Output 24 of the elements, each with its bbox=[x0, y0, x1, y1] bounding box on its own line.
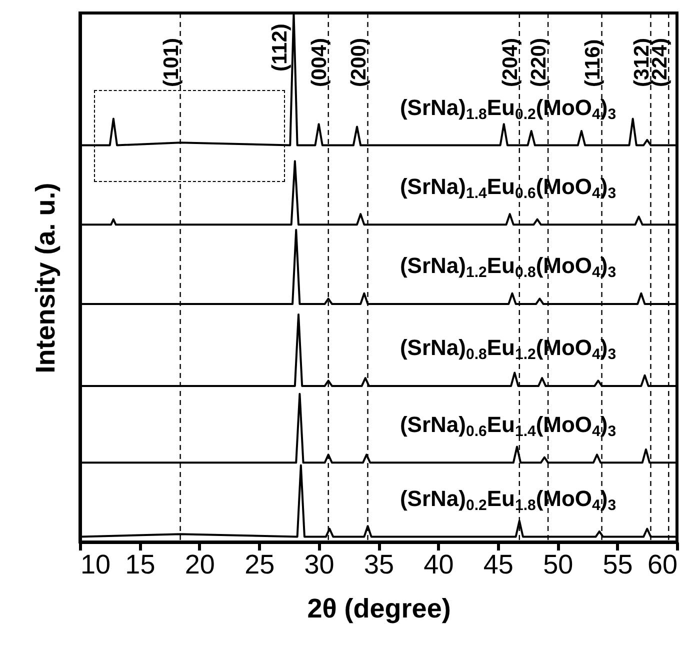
x-tick-label: 45 bbox=[483, 550, 514, 580]
annotation: (312) bbox=[630, 38, 654, 88]
x-tick-label: 30 bbox=[304, 550, 334, 580]
x-tick-label: 15 bbox=[125, 550, 156, 580]
series-label: (SrNa)$_{1.4}$Eu$_{0.6}$(MoO$_{4}$)$_{3}$ bbox=[400, 174, 616, 202]
annotation: (116) bbox=[581, 39, 604, 88]
x-tick-label: 50 bbox=[543, 550, 574, 580]
annotation: (112) bbox=[268, 24, 292, 72]
annotation: (004) bbox=[308, 38, 331, 88]
annotation: (200) bbox=[347, 38, 370, 88]
annotation: (220) bbox=[528, 38, 551, 88]
series-label: (SrNa)$_{1.2}$Eu$_{0.8}$(MoO$_{4}$)$_{3}$ bbox=[400, 253, 616, 282]
series-label: (SrNa)$_{1.8}$Eu$_{0.2}$(MoO$_{4}$)$_{3}$ bbox=[400, 94, 616, 122]
x-tick-label: 25 bbox=[244, 550, 275, 580]
annotation: (101) bbox=[160, 38, 183, 88]
x-tick-label: 35 bbox=[364, 550, 394, 580]
annotation: (204) bbox=[499, 38, 522, 88]
x-tick-label: 60 bbox=[647, 550, 678, 580]
x-tick-label: 20 bbox=[184, 550, 215, 580]
y-axis-title: Intensity (a. u.) bbox=[30, 182, 60, 374]
x-tick-label: 10 bbox=[80, 550, 111, 580]
x-tick-label: 40 bbox=[424, 550, 454, 580]
x-tick-label: 55 bbox=[602, 550, 633, 580]
x-axis-title: 2θ (degree) bbox=[307, 594, 451, 624]
